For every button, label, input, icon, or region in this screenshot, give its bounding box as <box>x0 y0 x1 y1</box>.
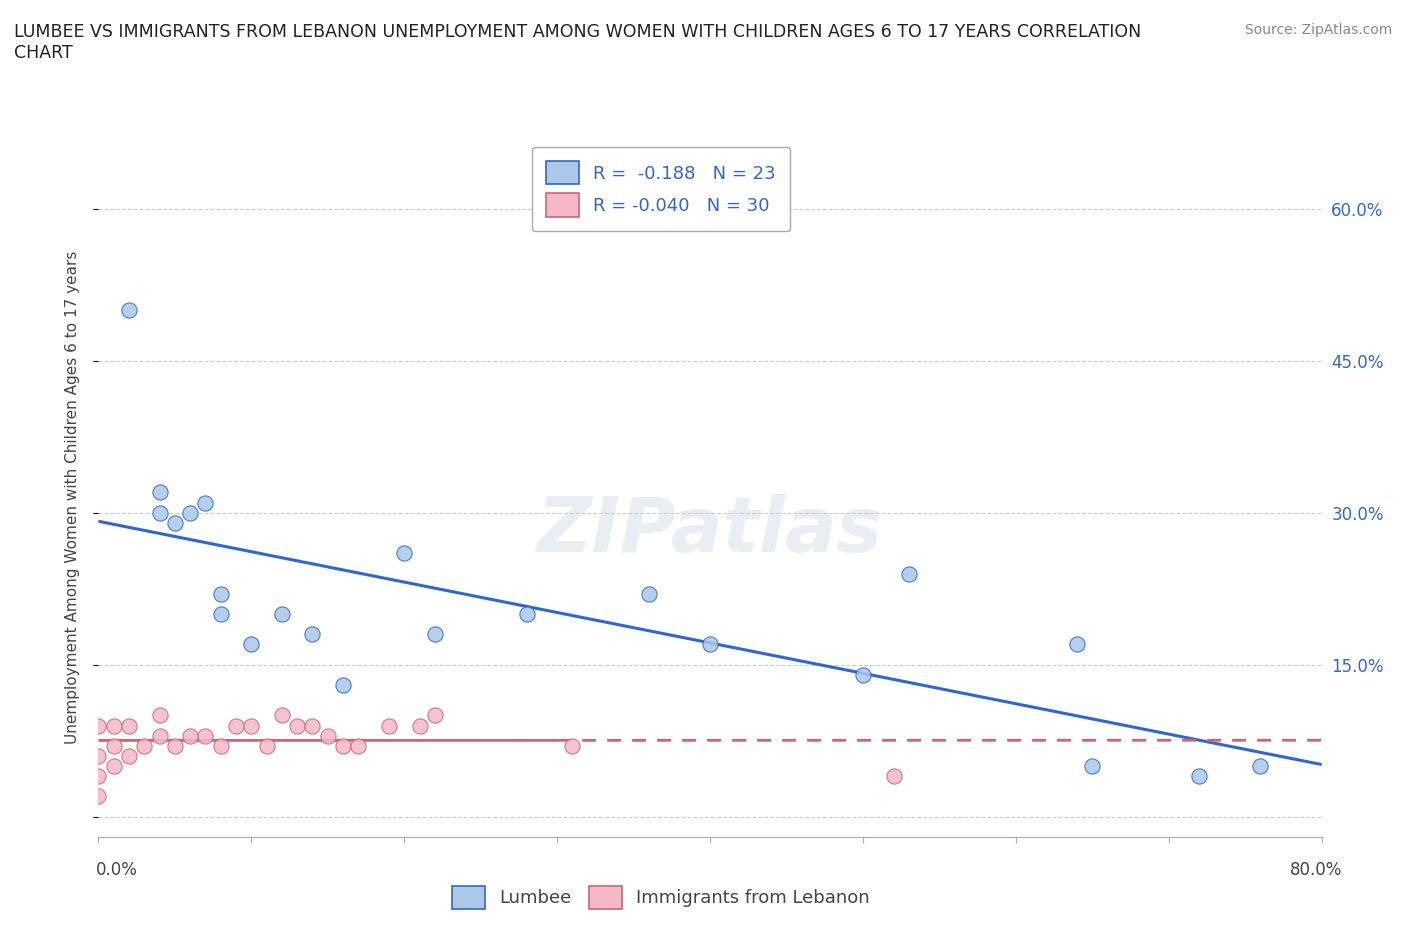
Point <box>179 728 201 743</box>
Point <box>209 738 232 753</box>
Point <box>301 627 323 642</box>
Point <box>883 769 905 784</box>
Point <box>118 302 141 317</box>
Point <box>1066 637 1088 652</box>
Point <box>301 718 323 733</box>
Point <box>423 708 446 723</box>
Point <box>103 738 125 753</box>
Point <box>699 637 721 652</box>
Text: 80.0%: 80.0% <box>1291 860 1343 879</box>
Point <box>149 708 172 723</box>
Point <box>240 637 263 652</box>
Point <box>1249 759 1271 774</box>
Point <box>1081 759 1104 774</box>
Point <box>378 718 401 733</box>
Point <box>897 566 920 581</box>
Point <box>163 738 186 753</box>
Point <box>87 789 110 804</box>
Point <box>87 749 110 764</box>
Point <box>423 627 446 642</box>
Point <box>637 587 661 602</box>
Point <box>179 505 201 520</box>
Point <box>87 769 110 784</box>
Point <box>347 738 370 753</box>
Point <box>332 738 354 753</box>
Point <box>209 606 232 621</box>
Text: 0.0%: 0.0% <box>96 860 138 879</box>
Point <box>87 718 110 733</box>
Point <box>270 606 292 621</box>
Point <box>316 728 339 743</box>
Point <box>163 515 186 530</box>
Point <box>852 668 875 683</box>
Point <box>209 587 232 602</box>
Point <box>285 718 308 733</box>
Point <box>1188 769 1211 784</box>
Legend: Lumbee, Immigrants from Lebanon: Lumbee, Immigrants from Lebanon <box>444 879 877 916</box>
Point <box>225 718 247 733</box>
Point <box>194 728 217 743</box>
Point <box>332 678 354 693</box>
Point <box>240 718 263 733</box>
Text: Source: ZipAtlas.com: Source: ZipAtlas.com <box>1244 23 1392 37</box>
Point <box>194 495 217 510</box>
Point <box>256 738 278 753</box>
Point <box>408 718 430 733</box>
Text: ZIPatlas: ZIPatlas <box>537 495 883 568</box>
Point <box>103 759 125 774</box>
Point <box>561 738 583 753</box>
Point <box>134 738 156 753</box>
Point <box>103 718 125 733</box>
Point <box>149 485 172 500</box>
Text: LUMBEE VS IMMIGRANTS FROM LEBANON UNEMPLOYMENT AMONG WOMEN WITH CHILDREN AGES 6 : LUMBEE VS IMMIGRANTS FROM LEBANON UNEMPL… <box>14 23 1142 62</box>
Point <box>270 708 292 723</box>
Point <box>392 546 416 561</box>
Y-axis label: Unemployment Among Women with Children Ages 6 to 17 years: Unemployment Among Women with Children A… <box>65 251 80 744</box>
Point <box>149 505 172 520</box>
Point <box>149 728 172 743</box>
Point <box>516 606 538 621</box>
Point <box>118 718 141 733</box>
Point <box>118 749 141 764</box>
